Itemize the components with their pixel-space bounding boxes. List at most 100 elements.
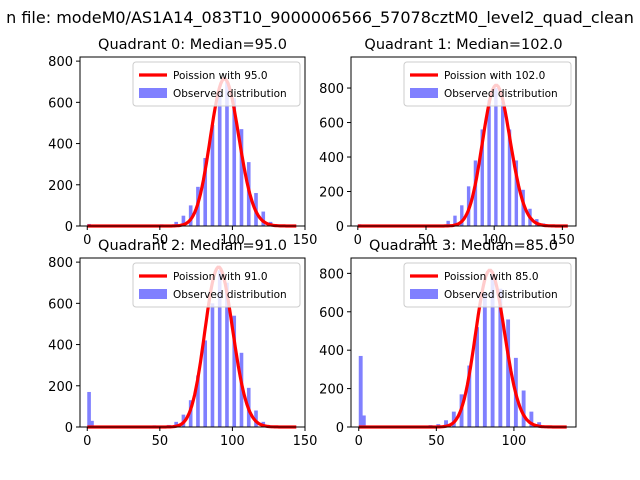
quadrant-1-histogram-bar [507, 129, 512, 226]
quadrant-2-x-tick-label: 0 [83, 434, 91, 449]
quadrant-2-histogram-bar [232, 315, 237, 427]
quadrant-1-histogram-bar [473, 160, 478, 226]
quadrant-0-y-tick-label: 200 [48, 179, 73, 194]
quadrant-1-legend-line-label: Poission with 102.0 [444, 70, 545, 82]
quadrant-2-legend: Poission with 91.0 Observed distribution [132, 262, 301, 308]
quadrant-3-legend: Poission with 85.0 Observed distribution [403, 262, 572, 308]
quadrant-1-histogram-bar [494, 88, 498, 226]
figure-title: n file: modeM0/AS1A14_083T10_9000006566_… [6, 8, 634, 28]
quadrant-0-legend: Poission with 95.0 Observed distribution [132, 61, 301, 107]
quadrant-3-histogram-bar [358, 355, 363, 427]
quadrant-1-histogram-bar [453, 215, 457, 226]
quadrant-1-legend-bar-swatch [410, 88, 438, 98]
quadrant-2-y-tick-label: 0 [65, 421, 73, 436]
quadrant-1-x-tick-label: 0 [354, 233, 362, 248]
quadrant-0-histogram-bar [210, 125, 215, 226]
quadrant-3-histogram-bar [498, 288, 503, 427]
quadrant-2-histogram-bar [225, 282, 229, 427]
quadrant-3-histogram-bar [521, 390, 526, 427]
quadrant-2-x-tick-label: 100 [220, 434, 245, 449]
quadrant-3-histogram-bar [451, 411, 456, 427]
quadrant-3-y-tick-label: 200 [319, 383, 344, 398]
quadrant-3-histogram-bar [467, 365, 472, 427]
quadrant-2-histogram-bar [210, 303, 215, 427]
quadrant-3-y-tick-label: 800 [319, 267, 344, 282]
quadrant-3-y-tick-label: 600 [319, 306, 344, 321]
quadrant-1-histogram-bar [460, 205, 464, 226]
quadrant-3-chart: 0 50 100 0 200 400 600 800 Quadrant 3: Median=85… [319, 238, 577, 449]
quadrant-0-histogram-bar [217, 92, 222, 226]
quadrant-1-legend-bar-label: Observed distribution [444, 88, 558, 100]
quadrant-0-chart: 0 50 100 150 0 200 400 600 800 Quadrant 0: Median… [48, 37, 317, 248]
quadrant-0-histogram-bar [239, 129, 244, 226]
quadrant-3-legend-box [403, 262, 572, 308]
quadrant-3-legend-bar-label: Observed distribution [444, 289, 558, 301]
quadrant-3-histogram-bar [529, 411, 534, 427]
quadrant-3-histogram-bar [506, 319, 511, 427]
quadrant-2-y-tick-label: 600 [48, 297, 73, 312]
quadrant-0-x-tick-label: 150 [293, 233, 318, 248]
quadrant-2-legend-box [132, 262, 301, 308]
quadrant-0-histogram-bar [232, 98, 237, 226]
quadrant-2-title: Quadrant 2: Median=91.0 [98, 238, 287, 254]
quadrant-0-histogram-bar [203, 157, 208, 226]
quadrant-3-histogram-bar [482, 292, 487, 427]
quadrant-2-histogram-bar [203, 340, 208, 427]
quadrant-0-histogram-bar [188, 205, 193, 226]
quadrant-1-title: Quadrant 1: Median=102.0 [364, 37, 562, 53]
quadrant-3-histogram-bar [444, 420, 448, 427]
quadrant-3-axes-frame [350, 257, 577, 428]
quadrant-3-y-tick-label: 400 [319, 344, 344, 359]
quadrant-3-histogram-bar [537, 422, 542, 427]
quadrant-1-histogram-bar [501, 101, 505, 226]
quadrant-0-histogram-bar [181, 215, 186, 226]
quadrant-1-y-tick-label: 200 [319, 186, 344, 201]
quadrant-2-histogram-bar [87, 391, 91, 427]
quadrant-0-y-tick-label: 600 [48, 96, 73, 111]
quadrant-1-histogram-bar [480, 129, 484, 226]
quadrant-1-x-tick-label: 50 [418, 233, 435, 248]
quadrant-1-histogram-bar [514, 160, 519, 226]
quadrant-0-legend-line-label: Poission with 95.0 [173, 70, 268, 82]
quadrant-0-histogram-bar [225, 81, 229, 226]
quadrant-2-y-tick-label: 400 [48, 339, 73, 354]
quadrant-0-histogram-bar [174, 221, 178, 226]
quadrant-2-histogram-bar [174, 421, 178, 427]
quadrant-1-legend-box [403, 61, 572, 107]
quadrant-0-title: Quadrant 0: Median=95.0 [98, 37, 287, 53]
quadrant-0-y-tick-label: 800 [48, 55, 73, 70]
quadrant-0-legend-box [132, 61, 301, 107]
quadrant-1-histogram-bar [446, 220, 450, 226]
quadrant-3-histogram-bar [490, 273, 495, 427]
quadrant-3-histogram-bar [475, 327, 480, 427]
quadrant-2-legend-bar-swatch [139, 289, 167, 299]
quadrant-2-histogram-bar [254, 410, 258, 427]
quadrant-0-legend-bar-label: Observed distribution [173, 88, 287, 100]
quadrant-3-legend-line-label: Poission with 85.0 [444, 271, 539, 283]
quadrant-2-histogram-bar [196, 375, 200, 427]
quadrant-3-histogram-bar [361, 415, 366, 427]
quadrant-0-x-tick-label: 50 [152, 233, 169, 248]
quadrant-0-y-tick-label: 400 [48, 138, 73, 153]
quadrant-1-histogram-bar [487, 100, 491, 226]
quadrant-2-legend-line-label: Poission with 91.0 [173, 271, 268, 283]
quadrant-1-histogram-bar [521, 189, 525, 226]
quadrant-0-histogram-bar [261, 211, 266, 226]
quadrant-2-y-tick-label: 800 [48, 256, 73, 271]
quadrant-2-histogram-bar [217, 270, 222, 427]
quadrant-2-legend-bar-label: Observed distribution [173, 289, 287, 301]
quadrant-1-y-tick-label: 800 [319, 82, 344, 97]
quadrant-1-x-tick-label: 150 [550, 233, 575, 248]
quadrant-3-x-tick-label: 0 [355, 434, 363, 449]
quadrant-0-legend-bar-swatch [139, 88, 167, 98]
quadrant-2-chart: 0 50 100 150 0 200 400 600 800 Quadrant 2: Median… [48, 238, 317, 449]
quadrant-1-axes-frame [350, 56, 577, 227]
quadrant-1-x-tick-label: 100 [482, 233, 507, 248]
quadrant-1-y-tick-label: 600 [319, 117, 344, 132]
quadrant-1-y-tick-label: 0 [336, 220, 344, 235]
quadrant-3-title: Quadrant 3: Median=85.0 [369, 238, 558, 254]
quadrant-2-y-tick-label: 200 [48, 380, 73, 395]
quadrant-2-axes-frame [79, 257, 306, 428]
quadrant-0-x-tick-label: 0 [83, 233, 91, 248]
